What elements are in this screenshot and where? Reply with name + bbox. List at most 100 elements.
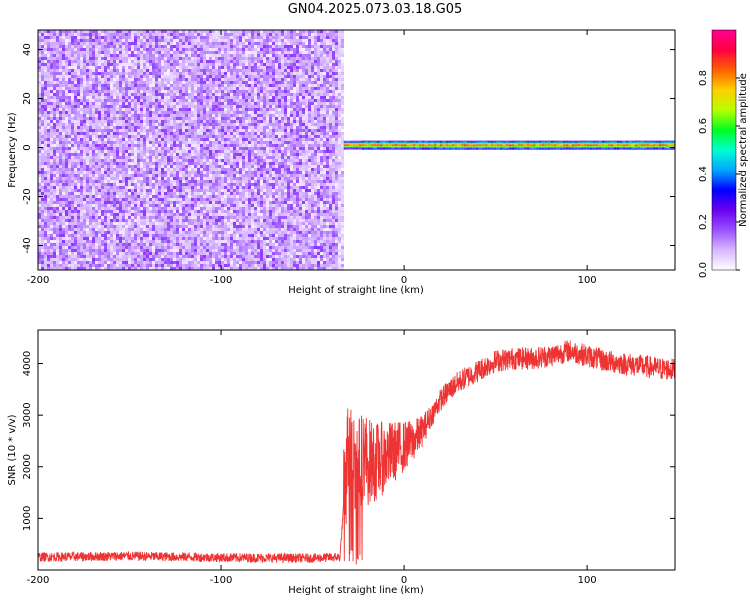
spectrogram-cell [233, 156, 236, 159]
spectrogram-cell [167, 123, 170, 126]
spectrogram-cell [341, 153, 344, 156]
spectrogram-cell [332, 102, 335, 105]
spectrogram-cell [227, 99, 230, 102]
spectrogram-cell [194, 63, 197, 66]
spectrogram-cell [50, 168, 53, 171]
spectrogram-cell [182, 108, 185, 111]
spectrogram-cell [266, 141, 269, 144]
spectrogram-cell [149, 147, 152, 150]
spectrogram-cell [167, 72, 170, 75]
spectrogram-cell [284, 150, 287, 153]
spectrogram-cell [332, 42, 335, 45]
spectrogram-cell [53, 105, 56, 108]
spectrogram-cell [98, 117, 101, 120]
spectrogram-cell [308, 78, 311, 81]
spectrogram-cell [53, 48, 56, 51]
spectrogram-cell [281, 45, 284, 48]
spectrogram-cell [71, 123, 74, 126]
spectrogram-cell [188, 114, 191, 117]
spectrogram-cell [143, 114, 146, 117]
spectrogram-cell [299, 165, 302, 168]
spectrogram-cell [251, 96, 254, 99]
spectrogram-cell [326, 51, 329, 54]
spectrogram-cell [101, 168, 104, 171]
spectrogram-cell [197, 69, 200, 72]
spectrogram-cell [311, 45, 314, 48]
spectrogram-cell [134, 165, 137, 168]
spectrogram-cell [299, 174, 302, 177]
spectrogram-cell [65, 165, 68, 168]
spectrogram-cell [38, 51, 41, 54]
spectrogram-cell [116, 72, 119, 75]
spectrogram-cell [104, 93, 107, 96]
spectrogram-cell [314, 63, 317, 66]
spectrogram-cell [245, 174, 248, 177]
spectrogram-cell [317, 93, 320, 96]
spectrogram-cell [206, 54, 209, 57]
spectrogram-cell [110, 39, 113, 42]
spectrogram-cell [185, 114, 188, 117]
spectrogram-cell [74, 99, 77, 102]
spectrogram-cell [281, 144, 284, 147]
spectrogram-cell [155, 72, 158, 75]
spectrogram-cell [122, 150, 125, 153]
spectrogram-cell [317, 135, 320, 138]
spectrogram-cell [119, 108, 122, 111]
spectrogram-cell [242, 99, 245, 102]
spectrogram-cell [155, 57, 158, 60]
spectrogram-cell [62, 144, 65, 147]
spectrogram-cell [287, 165, 290, 168]
spectrogram-cell [245, 42, 248, 45]
spectrogram-cell [191, 171, 194, 174]
spectrogram-cell [332, 39, 335, 42]
spectrogram-cell [134, 84, 137, 87]
spectrogram-cell [224, 165, 227, 168]
spectrogram-cell [218, 117, 221, 120]
spectrogram-cell [320, 45, 323, 48]
spectrogram-cell [323, 48, 326, 51]
spectrogram-cell [263, 57, 266, 60]
spectrogram-cell [134, 153, 137, 156]
spectrogram-cell [272, 159, 275, 162]
spectrogram-cell [203, 42, 206, 45]
spectrogram-cell [116, 126, 119, 129]
spectrogram-cell [167, 96, 170, 99]
spectrogram-cell [338, 45, 341, 48]
spectrogram-cell [77, 111, 80, 114]
spectrogram-cell [173, 105, 176, 108]
spectrogram-cell [191, 120, 194, 123]
spectrogram-cell [296, 93, 299, 96]
spectrogram-cell [71, 171, 74, 174]
spectrogram-cell [137, 114, 140, 117]
spectrogram-cell [287, 99, 290, 102]
spectrogram-cell [278, 36, 281, 39]
spectrogram-cell [329, 114, 332, 117]
spectrogram-cell [143, 102, 146, 105]
spectrogram-cell [41, 99, 44, 102]
spectrogram-cell [311, 147, 314, 150]
spectrogram-cell [83, 84, 86, 87]
spectrogram-cell [197, 165, 200, 168]
spectrogram-cell [98, 105, 101, 108]
spectrogram-cell [341, 60, 344, 63]
spectrogram-cell [200, 159, 203, 162]
spectrogram-cell [116, 114, 119, 117]
spectrogram-cell [41, 39, 44, 42]
spectrogram-cell [212, 36, 215, 39]
spectrogram-cell [269, 63, 272, 66]
spectrogram-cell [326, 42, 329, 45]
spectrogram-cell [116, 105, 119, 108]
spectrogram-cell [74, 123, 77, 126]
spectrogram-cell [335, 135, 338, 138]
spectrogram-cell [260, 93, 263, 96]
spectrogram-cell [107, 66, 110, 69]
spectrogram-cell [305, 66, 308, 69]
spectrogram-cell [170, 123, 173, 126]
spectrogram-cell [128, 69, 131, 72]
spectrogram-cell [263, 87, 266, 90]
spectrogram-cell [200, 129, 203, 132]
spectrogram-cell [296, 63, 299, 66]
spectrogram-cell [44, 96, 47, 99]
spectrogram-cell [44, 66, 47, 69]
